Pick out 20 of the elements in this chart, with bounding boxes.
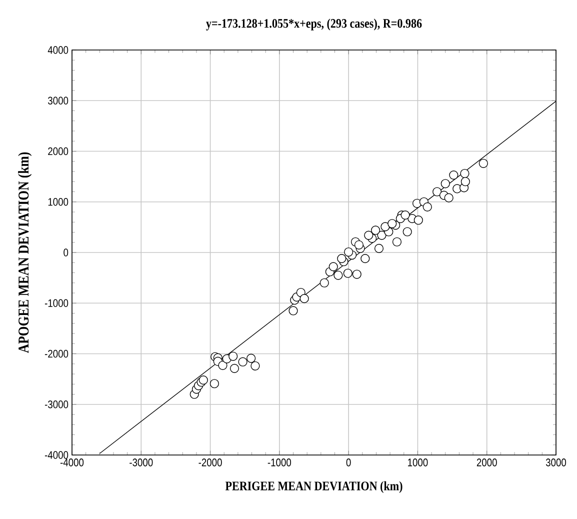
x-axis-title: PERIGEE MEAN DEVIATION (km) — [225, 481, 402, 493]
x-tick-label: 2000 — [476, 458, 497, 466]
y-tick-label: -1000 — [44, 299, 68, 308]
chart-title: y=-173.128+1.055*x+eps, (293 cases), R=0.986 — [206, 18, 422, 30]
y-tick-label: -4000 — [44, 451, 68, 459]
y-tick-label: 0 — [64, 248, 68, 256]
y-tick-label: -3000 — [44, 400, 68, 408]
y-tick-label: 1000 — [48, 198, 68, 206]
y-tick-label: 4000 — [48, 46, 68, 54]
y-tick-label: 3000 — [48, 96, 68, 105]
y-axis-title: APOGEE MEAN DEVIATION (km) — [18, 152, 32, 354]
x-tick-label: -3000 — [130, 458, 153, 466]
x-tick-label: 1000 — [408, 458, 428, 466]
y-tick-label: 2000 — [48, 147, 68, 156]
x-tick-label: 3000 — [546, 458, 566, 466]
x-tick-label: 0 — [346, 458, 351, 466]
x-tick-label: -4000 — [60, 458, 84, 466]
x-tick-label: -1000 — [268, 458, 292, 466]
y-tick-label: -2000 — [44, 350, 68, 358]
x-tick-label: -2000 — [198, 458, 222, 466]
